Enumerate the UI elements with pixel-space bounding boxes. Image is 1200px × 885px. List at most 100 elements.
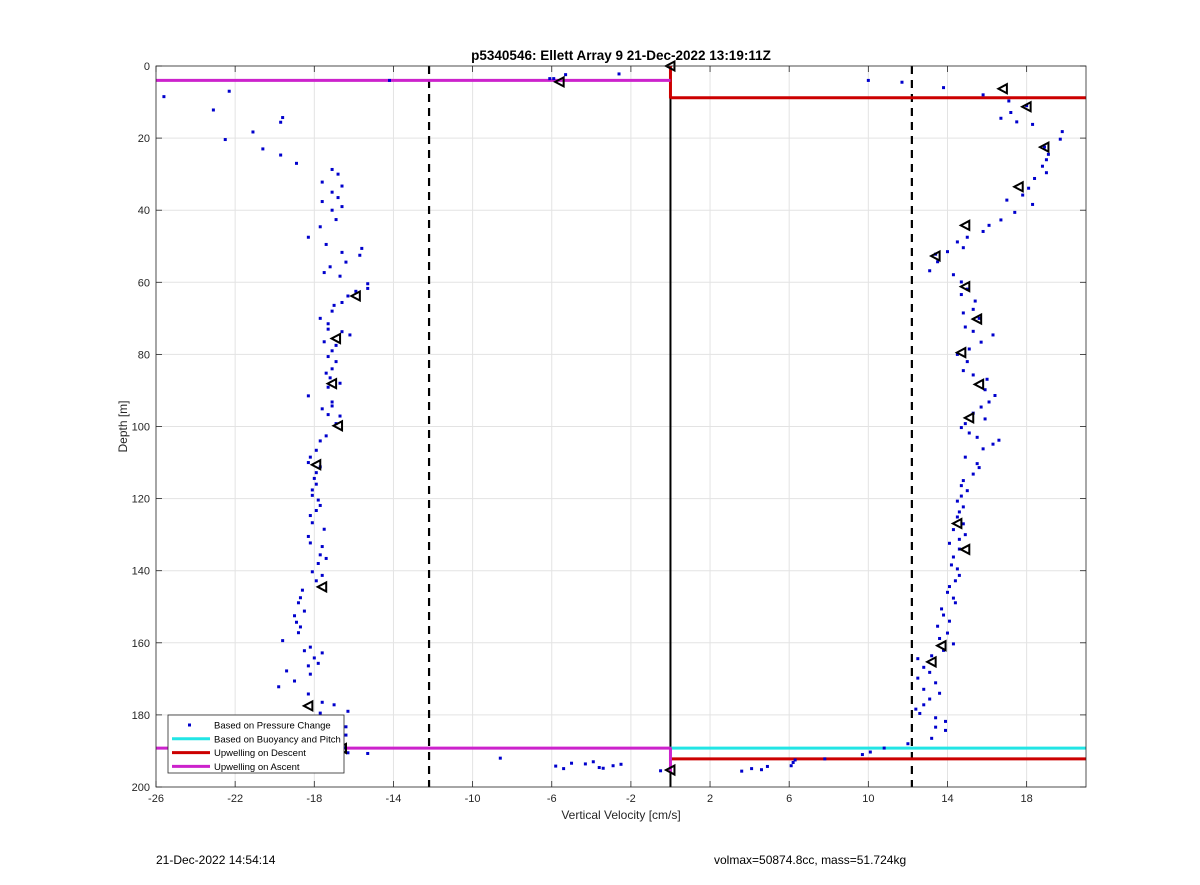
pressure-change-point — [740, 769, 744, 773]
pressure-change-point — [314, 508, 318, 512]
pressure-change-point — [318, 225, 322, 229]
pressure-change-point — [348, 333, 352, 337]
pressure-change-point — [306, 534, 310, 538]
x-tick-label: 18 — [1021, 793, 1033, 805]
pressure-change-point — [789, 764, 793, 768]
pressure-change-point — [957, 537, 961, 541]
x-tick-label: -22 — [227, 793, 243, 805]
direction-marker — [925, 655, 937, 669]
legend: Based on Pressure Change Based on Buoyanc… — [167, 714, 345, 774]
pressure-change-point — [997, 438, 1001, 442]
pressure-change-point — [334, 218, 338, 222]
direction-marker — [553, 75, 565, 89]
pressure-change-point — [336, 172, 340, 176]
pressure-change-point — [285, 669, 289, 673]
direction-marker — [996, 82, 1008, 95]
direction-marker — [958, 219, 971, 232]
pressure-change-point — [930, 654, 934, 658]
pressure-change-point — [223, 138, 227, 142]
pressure-change-point — [314, 579, 318, 583]
pressure-change-point — [562, 767, 566, 771]
pressure-change-point — [340, 184, 344, 188]
pressure-change-point — [947, 541, 951, 545]
pressure-change-point — [597, 766, 601, 770]
pressure-change-point — [955, 352, 959, 356]
pressure-change-point — [1013, 210, 1017, 214]
pressure-change-point — [918, 711, 922, 715]
pressure-change-point — [791, 760, 795, 764]
pressure-change-point — [1044, 171, 1048, 175]
pressure-change-point — [308, 672, 312, 676]
pressure-change-point — [977, 466, 981, 470]
pressure-change-point — [975, 462, 979, 466]
chart-title: p5340546: Ellett Array 9 21-Dec-2022 13:… — [471, 48, 771, 63]
pressure-change-point — [963, 533, 967, 537]
pressure-change-point — [947, 585, 951, 589]
x-tick-label: 6 — [786, 793, 792, 805]
pressure-change-point — [759, 768, 763, 772]
pressure-change-point — [1025, 104, 1029, 108]
direction-marker — [349, 289, 361, 303]
pressure-change-point — [298, 625, 302, 629]
x-tick-label: -14 — [385, 793, 401, 805]
pressure-change-point — [318, 316, 322, 320]
pressure-change-point — [967, 347, 971, 351]
y-tick-label: 200 — [132, 782, 150, 794]
pressure-change-point — [987, 223, 991, 227]
pressure-change-point — [302, 609, 306, 613]
pressure-change-point — [330, 167, 334, 171]
pressure-change-point — [336, 196, 340, 200]
pressure-change-point — [310, 521, 314, 525]
direction-marker — [950, 517, 963, 530]
pressure-change-point — [318, 439, 322, 443]
pressure-change-point — [294, 620, 298, 624]
pressure-change-point — [928, 269, 932, 273]
pressure-change-point — [981, 93, 985, 97]
pressure-change-point — [320, 573, 324, 577]
pressure-change-point — [944, 728, 948, 732]
pressure-change-point — [211, 108, 215, 112]
pressure-change-point — [934, 716, 938, 720]
pressure-change-point — [328, 376, 332, 380]
y-tick-label: 0 — [144, 61, 150, 73]
pressure-change-point — [959, 280, 963, 284]
pressure-change-point — [293, 679, 297, 683]
pressure-change-point — [959, 426, 963, 430]
pressure-change-point — [955, 499, 959, 503]
pressure-change-point — [922, 687, 926, 691]
pressure-change-point — [963, 422, 967, 426]
pressure-change-point — [955, 567, 959, 571]
pressure-change-point — [322, 271, 326, 275]
footer-vehicle-info: volmax=50874.8cc, mass=51.724kg — [714, 853, 907, 867]
pressure-change-point — [951, 273, 955, 277]
pressure-change-point — [942, 613, 946, 617]
pressure-change-point — [366, 286, 370, 290]
legend-entry-label: Upwelling on Ascent — [214, 762, 300, 773]
y-tick-label: 120 — [132, 494, 150, 506]
y-tick-label: 80 — [138, 349, 150, 361]
pressure-change-point — [279, 120, 283, 124]
pressure-change-point — [346, 709, 350, 713]
pressure-change-point — [308, 645, 312, 649]
pressure-change-point — [936, 260, 940, 264]
pressure-change-point — [914, 707, 918, 711]
pressure-change-point — [358, 253, 362, 257]
pressure-change-point — [332, 303, 336, 307]
direction-marker — [1012, 180, 1024, 193]
axes: -26 -22 -18 -14 -10 -6 -2 2 6 10 14 180204060801001… — [132, 61, 1087, 805]
pressure-change-point — [961, 479, 965, 483]
pressure-change-point — [366, 751, 370, 755]
legend-swatch-point — [188, 723, 191, 727]
pressure-change-point — [947, 619, 951, 623]
direction-marker — [301, 699, 314, 713]
pressure-change-point — [991, 442, 995, 446]
pressure-change-point — [324, 242, 328, 246]
pressure-change-point — [957, 573, 961, 577]
y-tick-label: 160 — [132, 638, 150, 650]
pressure-change-point — [314, 471, 318, 475]
pressure-change-point — [945, 590, 949, 594]
pressure-change-point — [1009, 111, 1013, 115]
x-axis-label: Vertical Velocity [cm/s] — [561, 808, 680, 822]
direction-marker — [958, 280, 971, 293]
